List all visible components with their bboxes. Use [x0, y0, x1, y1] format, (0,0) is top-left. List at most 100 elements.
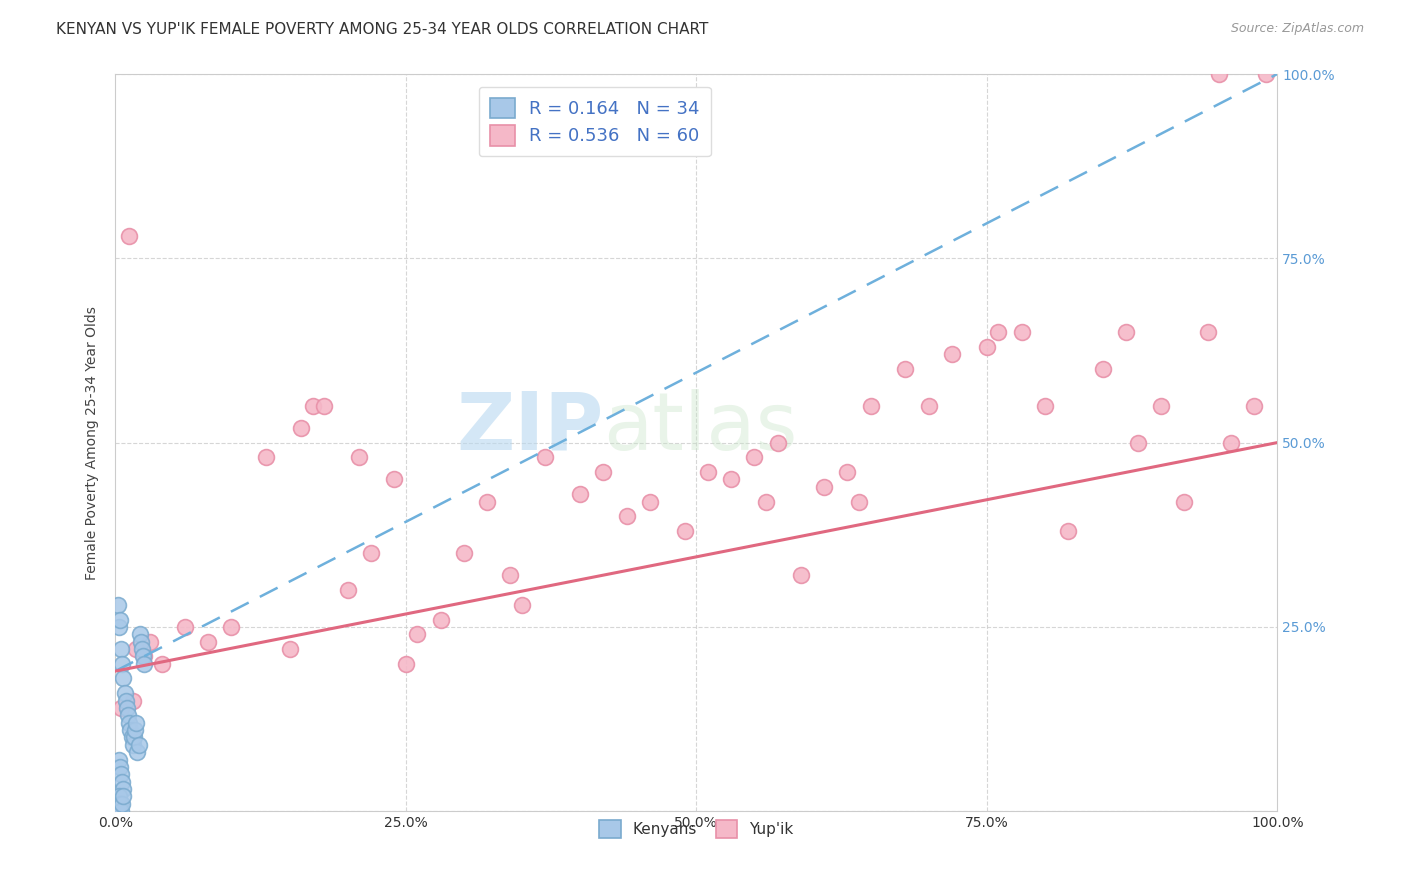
Point: [894, 362, 917, 376]
Point: [1208, 67, 1230, 81]
Point: [499, 568, 522, 582]
Point: [128, 627, 150, 641]
Point: [125, 642, 148, 657]
Point: [976, 340, 998, 354]
Point: [744, 450, 766, 465]
Point: [429, 613, 451, 627]
Point: [475, 494, 498, 508]
Point: [221, 620, 243, 634]
Point: [112, 672, 135, 686]
Point: [127, 745, 149, 759]
Point: [117, 708, 139, 723]
Point: [107, 789, 129, 804]
Point: [150, 657, 173, 671]
Text: KENYAN VS YUP'IK FEMALE POVERTY AMONG 25-34 YEAR OLDS CORRELATION CHART: KENYAN VS YUP'IK FEMALE POVERTY AMONG 25…: [56, 22, 709, 37]
Point: [120, 723, 142, 737]
Point: [112, 789, 135, 804]
Point: [110, 767, 132, 781]
Point: [534, 450, 557, 465]
Point: [139, 634, 162, 648]
Point: [111, 657, 134, 671]
Point: [987, 325, 1010, 339]
Point: [638, 494, 661, 508]
Point: [197, 634, 219, 648]
Y-axis label: Female Poverty Among 25-34 Year Olds: Female Poverty Among 25-34 Year Olds: [86, 306, 100, 580]
Point: [111, 797, 134, 811]
Point: [108, 613, 131, 627]
Point: [114, 693, 136, 707]
Point: [301, 399, 323, 413]
Point: [129, 634, 152, 648]
Legend: Kenyans, Yup'ik: Kenyans, Yup'ik: [593, 814, 800, 844]
Point: [336, 582, 359, 597]
Point: [107, 753, 129, 767]
Point: [790, 568, 813, 582]
Point: [696, 465, 718, 479]
Point: [1011, 325, 1033, 339]
Point: [1173, 494, 1195, 508]
Point: [121, 693, 143, 707]
Point: [1150, 399, 1173, 413]
Point: [114, 686, 136, 700]
Point: [616, 509, 638, 524]
Point: [395, 657, 418, 671]
Point: [1115, 325, 1137, 339]
Point: [132, 649, 155, 664]
Point: [1219, 435, 1241, 450]
Point: [510, 598, 533, 612]
Point: [131, 642, 153, 657]
Point: [918, 399, 941, 413]
Point: [766, 435, 789, 450]
Point: [837, 465, 859, 479]
Point: [569, 487, 592, 501]
Point: [111, 774, 134, 789]
Text: atlas: atlas: [603, 389, 797, 467]
Point: [110, 804, 132, 818]
Point: [121, 738, 143, 752]
Text: Source: ZipAtlas.com: Source: ZipAtlas.com: [1230, 22, 1364, 36]
Point: [112, 782, 135, 797]
Point: [755, 494, 778, 508]
Point: [110, 642, 132, 657]
Point: [1057, 524, 1080, 538]
Point: [349, 450, 371, 465]
Point: [278, 642, 301, 657]
Point: [122, 731, 145, 745]
Point: [453, 546, 475, 560]
Point: [107, 598, 129, 612]
Point: [107, 620, 129, 634]
Point: [124, 723, 146, 737]
Point: [118, 229, 141, 244]
Point: [118, 715, 141, 730]
Point: [1126, 435, 1149, 450]
Point: [592, 465, 614, 479]
Point: [1243, 399, 1265, 413]
Point: [360, 546, 382, 560]
Point: [110, 701, 132, 715]
Point: [1091, 362, 1114, 376]
Point: [848, 494, 870, 508]
Point: [859, 399, 882, 413]
Point: [1197, 325, 1219, 339]
Point: [125, 715, 148, 730]
Point: [1033, 399, 1056, 413]
Point: [290, 421, 312, 435]
Point: [174, 620, 197, 634]
Point: [1254, 67, 1277, 81]
Point: [314, 399, 336, 413]
Point: [941, 347, 963, 361]
Point: [382, 473, 405, 487]
Point: [128, 738, 150, 752]
Point: [108, 760, 131, 774]
Point: [121, 731, 143, 745]
Point: [406, 627, 429, 641]
Point: [254, 450, 277, 465]
Point: [813, 480, 835, 494]
Point: [720, 473, 742, 487]
Point: [108, 797, 131, 811]
Point: [673, 524, 696, 538]
Point: [134, 649, 156, 664]
Point: [134, 657, 156, 671]
Point: [115, 701, 138, 715]
Text: ZIP: ZIP: [456, 389, 603, 467]
